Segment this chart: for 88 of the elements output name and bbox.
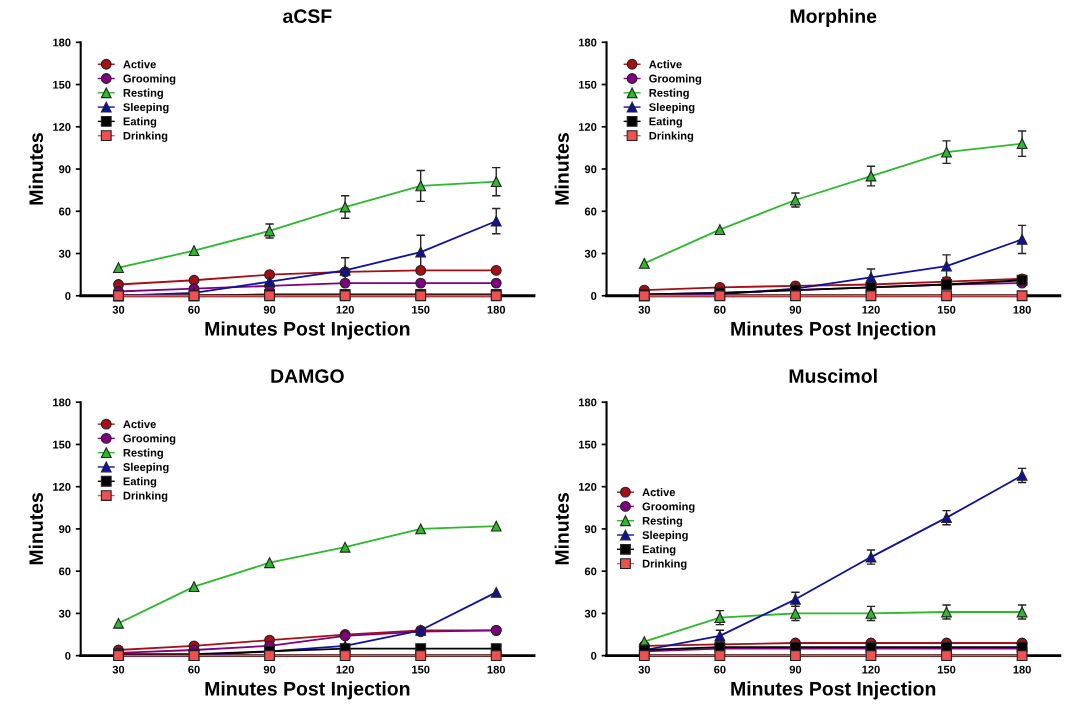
- y-tick-label: 120: [578, 123, 597, 131]
- y-tick-label: 60: [584, 567, 597, 576]
- y-tick-label: 180: [578, 38, 597, 47]
- x-axis-title: Minutes Post Injection: [731, 321, 936, 340]
- y-tick-label: 180: [578, 398, 597, 407]
- y-tick-label: 0: [591, 292, 597, 300]
- y-axis-title: Minutes: [554, 492, 569, 565]
- y-tick-label: 90: [584, 165, 597, 174]
- legend-label: Grooming: [123, 434, 176, 445]
- y-tick-label: 90: [59, 525, 71, 534]
- legend-label: Grooming: [642, 502, 695, 513]
- y-tick-label: 30: [58, 609, 71, 618]
- y-tick-label: 120: [578, 482, 597, 491]
- x-tick-label: 120: [336, 665, 354, 674]
- legend-label: Eating: [649, 117, 682, 128]
- x-tick-label: 30: [112, 665, 125, 674]
- x-tick-label: 90: [263, 305, 276, 314]
- y-tick-label: 0: [65, 651, 71, 660]
- x-tick-label: 180: [1013, 665, 1031, 674]
- legend-label: Drinking: [642, 559, 687, 570]
- y-tick-label: 30: [584, 249, 597, 258]
- x-axis-title: Minutes Post Injection: [205, 681, 410, 700]
- legend-label: Resting: [642, 516, 683, 527]
- legend-label: Resting: [123, 448, 163, 459]
- x-tick-label: 90: [789, 665, 802, 674]
- legend-label: Active: [642, 488, 676, 497]
- y-tick-label: 30: [584, 609, 597, 618]
- x-tick-label: 120: [862, 665, 880, 674]
- x-tick-label: 30: [112, 305, 125, 314]
- y-tick-label: 150: [53, 80, 71, 89]
- x-axis-title: Minutes Post Injection: [205, 321, 410, 340]
- x-tick-label: 30: [638, 305, 651, 314]
- x-tick-label: 150: [412, 305, 430, 314]
- y-tick-label: 30: [58, 249, 71, 258]
- legend-label: Eating: [642, 545, 676, 556]
- legend-label: Sleeping: [649, 102, 695, 114]
- y-tick-label: 120: [53, 123, 71, 131]
- x-tick-label: 60: [714, 305, 726, 314]
- legend-label: Active: [123, 60, 156, 69]
- legend-label: Resting: [123, 88, 163, 100]
- y-tick-label: 0: [65, 292, 71, 300]
- legend-label: Sleeping: [123, 462, 169, 474]
- y-tick-label: 150: [53, 440, 71, 449]
- x-tick-label: 120: [336, 305, 354, 314]
- x-tick-label: 150: [412, 665, 430, 674]
- x-tick-label: 30: [638, 665, 651, 674]
- legend-label: Drinking: [123, 491, 168, 502]
- y-tick-label: 60: [59, 567, 71, 576]
- y-tick-label: 180: [53, 398, 71, 407]
- x-tick-label: 90: [789, 305, 802, 314]
- x-tick-label: 60: [188, 665, 200, 674]
- legend-label: Eating: [123, 117, 157, 128]
- chart-title: DAMGO: [271, 369, 344, 383]
- chart-title: aCSF: [283, 9, 332, 24]
- x-tick-label: 120: [862, 305, 880, 314]
- legend-label: Sleeping: [123, 102, 169, 114]
- y-tick-label: 90: [59, 165, 71, 174]
- legend-label: Eating: [123, 477, 157, 488]
- x-tick-label: 60: [188, 305, 200, 314]
- y-tick-label: 90: [584, 525, 597, 534]
- chart-title: Muscimol: [789, 368, 877, 383]
- x-tick-label: 180: [1013, 305, 1031, 314]
- x-tick-label: 90: [263, 665, 276, 674]
- y-axis-title: Minutes: [28, 492, 44, 565]
- y-tick-label: 120: [53, 482, 71, 491]
- x-tick-label: 150: [937, 665, 956, 674]
- x-tick-label: 180: [487, 665, 506, 674]
- legend-label: Active: [649, 60, 682, 69]
- legend-label: Drinking: [123, 131, 168, 142]
- legend-label: Resting: [649, 88, 689, 100]
- x-tick-label: 180: [487, 305, 506, 314]
- x-tick-label: 150: [937, 305, 956, 314]
- x-tick-label: 60: [714, 665, 726, 674]
- legend-label: Grooming: [123, 74, 176, 85]
- y-tick-label: 150: [578, 440, 597, 449]
- y-tick-label: 180: [53, 38, 71, 47]
- y-tick-label: 60: [584, 207, 597, 216]
- y-tick-label: 150: [578, 80, 597, 89]
- y-axis-title: Minutes: [28, 133, 44, 205]
- y-tick-label: 0: [591, 651, 597, 660]
- legend-label: Sleeping: [642, 530, 688, 542]
- x-axis-title: Minutes Post Injection: [731, 681, 936, 700]
- y-axis-title: Minutes: [554, 133, 569, 205]
- legend-label: Active: [123, 419, 156, 429]
- chart-title: Morphine: [790, 8, 877, 27]
- y-tick-label: 60: [59, 207, 71, 216]
- legend-label: Grooming: [649, 74, 702, 85]
- legend-label: Drinking: [649, 131, 694, 142]
